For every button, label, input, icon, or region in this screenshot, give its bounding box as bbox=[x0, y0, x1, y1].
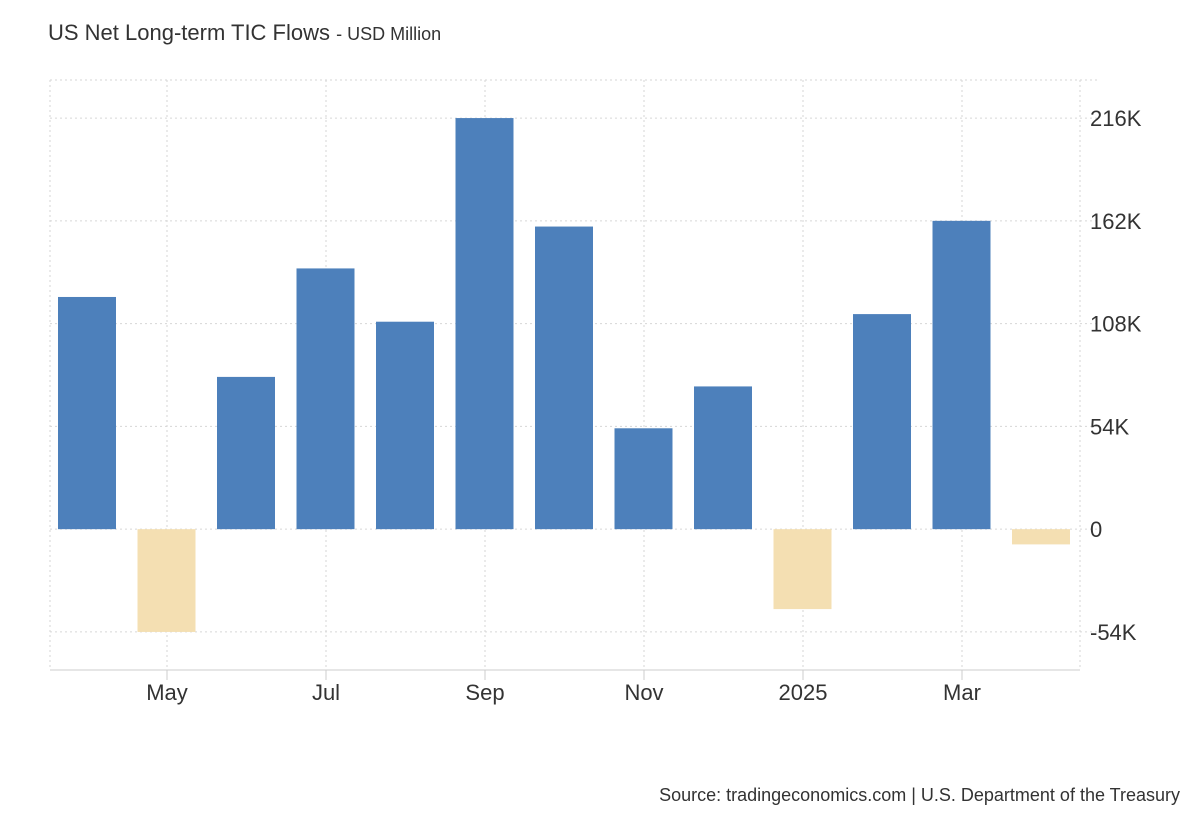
bar bbox=[614, 428, 673, 530]
chart-unit-text: - USD Million bbox=[336, 24, 442, 44]
bar bbox=[455, 118, 514, 530]
bar bbox=[376, 321, 434, 530]
bar bbox=[694, 386, 752, 530]
y-tick-label: 0 bbox=[1090, 517, 1102, 542]
bar bbox=[137, 529, 196, 632]
y-tick-label: 108K bbox=[1090, 312, 1142, 337]
x-tick-label: Jul bbox=[312, 680, 340, 705]
bar bbox=[1012, 529, 1070, 545]
bar-layer bbox=[58, 118, 1070, 632]
y-tick-label: 162K bbox=[1090, 209, 1142, 234]
x-tick-label: May bbox=[146, 680, 188, 705]
bar bbox=[773, 529, 832, 610]
chart-title-text: US Net Long-term TIC Flows bbox=[48, 20, 331, 45]
bar bbox=[296, 268, 355, 530]
bar bbox=[58, 296, 116, 530]
y-tick-label: -54K bbox=[1090, 620, 1137, 645]
source-note: Source: tradingeconomics.com | U.S. Depa… bbox=[659, 785, 1180, 805]
chart-title: US Net Long-term TIC Flows - USD Million bbox=[48, 20, 441, 46]
bar bbox=[932, 220, 991, 530]
x-tick-label: Sep bbox=[465, 680, 504, 705]
chart-unit-value: USD Million bbox=[347, 24, 442, 44]
x-tick-label: 2025 bbox=[779, 680, 828, 705]
bar bbox=[217, 376, 275, 530]
x-tick-label: Nov bbox=[624, 680, 663, 705]
x-tick-label: Mar bbox=[943, 680, 981, 705]
axis-layer: -54K 0 54K 108K 162K 216K May Jul Sep Nov 2025 Mar bbox=[50, 106, 1142, 705]
bar bbox=[535, 226, 593, 530]
bar bbox=[853, 314, 911, 530]
y-tick-label: 54K bbox=[1090, 414, 1129, 439]
y-tick-label: 216K bbox=[1090, 106, 1142, 131]
